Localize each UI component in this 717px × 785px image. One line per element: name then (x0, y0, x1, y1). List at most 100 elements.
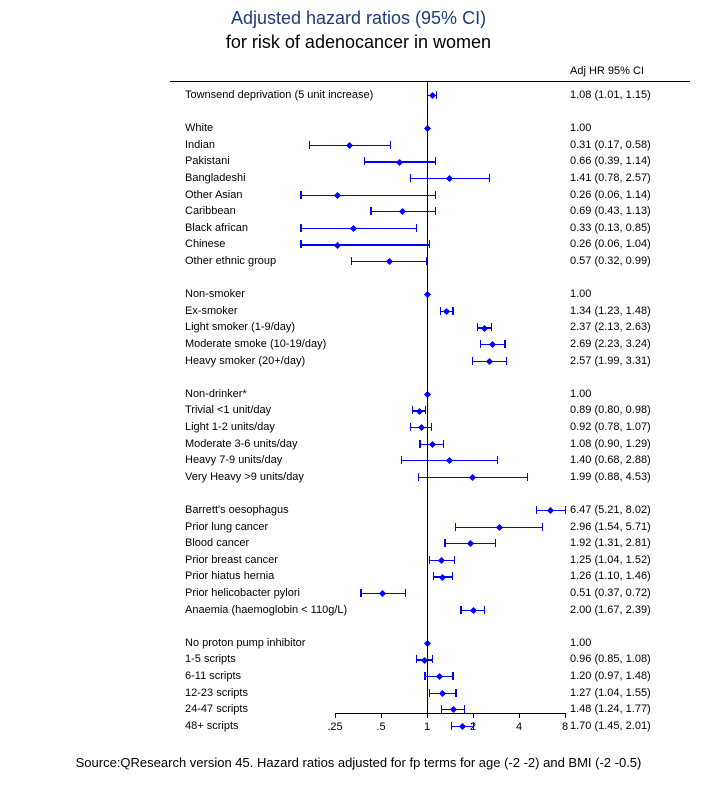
ci-cap (455, 523, 456, 531)
row-value: 2.69 (2.23, 3.24) (570, 338, 651, 350)
ci-cap (491, 323, 492, 331)
row-value: 1.20 (0.97, 1.48) (570, 670, 651, 682)
row-label: Trivial <1 unit/day (185, 404, 271, 416)
ci-cap (489, 174, 490, 182)
row-value: 0.96 (0.85, 1.08) (570, 653, 651, 665)
row-label: Townsend deprivation (5 unit increase) (185, 89, 373, 101)
chart-title-line2: for risk of adenocancer in women (0, 32, 717, 53)
row-value: 1.48 (1.24, 1.77) (570, 703, 651, 715)
ci-cap (424, 672, 425, 680)
row-label: 12-23 scripts (185, 687, 248, 699)
row-value: 1.34 (1.23, 1.48) (570, 305, 651, 317)
hr-marker (439, 573, 446, 580)
row-label: 1-5 scripts (185, 653, 236, 665)
row-label: White (185, 122, 213, 134)
row-label: Moderate smoke (10-19/day) (185, 338, 326, 350)
row-value: 2.96 (1.54, 5.71) (570, 521, 651, 533)
row-value: 0.26 (0.06, 1.14) (570, 189, 651, 201)
ci-cap (435, 157, 436, 165)
ci-cap (419, 440, 420, 448)
hr-marker (446, 457, 453, 464)
row-label: Light smoker (1-9/day) (185, 321, 295, 333)
ci-cap (416, 655, 417, 663)
row-value: 2.57 (1.99, 3.31) (570, 355, 651, 367)
ci-cap (495, 539, 496, 547)
hr-marker (469, 474, 476, 481)
hr-marker (486, 358, 493, 365)
row-label: Caribbean (185, 205, 236, 217)
row-value: 1.00 (570, 288, 591, 300)
ci-cap (429, 240, 430, 248)
row-label: Other Asian (185, 189, 242, 201)
row-label: 24-47 scripts (185, 703, 248, 715)
row-label: Barrett's oesophagus (185, 504, 289, 516)
ci-cap (390, 141, 391, 149)
row-label: Non-drinker* (185, 388, 247, 400)
ci-line (301, 244, 430, 245)
ci-cap (527, 473, 528, 481)
ci-cap (452, 572, 453, 580)
x-tick-label: .25 (327, 721, 342, 733)
row-value: 1.00 (570, 637, 591, 649)
ci-cap (460, 606, 461, 614)
ci-cap (444, 539, 445, 547)
ci-cap (410, 423, 411, 431)
row-label: Other ethnic group (185, 255, 276, 267)
ci-cap (565, 506, 566, 514)
ci-cap (477, 323, 478, 331)
ci-cap (452, 307, 453, 315)
row-value: 0.89 (0.80, 0.98) (570, 404, 651, 416)
row-label: Ex-smoker (185, 305, 238, 317)
row-label: Heavy smoker (20+/day) (185, 355, 305, 367)
x-tick-label: 2 (470, 721, 476, 733)
row-label: Non-smoker (185, 288, 245, 300)
row-value: 6.47 (5.21, 8.02) (570, 504, 651, 516)
row-label: 48+ scripts (185, 720, 239, 732)
ref-line (427, 81, 428, 713)
hr-marker (469, 607, 476, 614)
row-value: 1.41 (0.78, 2.57) (570, 172, 651, 184)
hr-marker (429, 92, 436, 99)
row-label: Chinese (185, 238, 225, 250)
row-value: 0.66 (0.39, 1.14) (570, 155, 651, 167)
ci-cap (441, 705, 442, 713)
ci-cap (432, 655, 433, 663)
row-label: Indian (185, 139, 215, 151)
x-tick (335, 713, 336, 718)
chart-source: Source:QResearch version 45. Hazard rati… (0, 755, 717, 770)
row-label: Light 1-2 units/day (185, 421, 275, 433)
ci-cap (504, 340, 505, 348)
row-label: Anaemia (haemoglobin < 110g/L) (185, 604, 347, 616)
ci-cap (401, 456, 402, 464)
ci-cap (536, 506, 537, 514)
row-label: Bangladeshi (185, 172, 246, 184)
hr-marker (443, 308, 450, 315)
ci-cap (370, 207, 371, 215)
row-value: 0.31 (0.17, 0.58) (570, 139, 651, 151)
ci-cap (429, 689, 430, 697)
hr-marker (418, 424, 425, 431)
ci-cap (418, 473, 419, 481)
row-label: Black african (185, 222, 248, 234)
hr-marker (334, 241, 341, 248)
ci-line (301, 195, 436, 196)
ci-cap (300, 240, 301, 248)
column-header: Adj HR 95% CI (570, 65, 644, 77)
hr-marker (379, 590, 386, 597)
row-value: 0.92 (0.78, 1.07) (570, 421, 651, 433)
x-tick-label: 8 (562, 721, 568, 733)
row-label: Prior breast cancer (185, 554, 278, 566)
row-label: 6-11 scripts (185, 670, 241, 682)
hr-marker (429, 441, 436, 448)
ci-cap (484, 606, 485, 614)
row-value: 0.51 (0.37, 0.72) (570, 587, 651, 599)
hr-marker (446, 175, 453, 182)
hr-marker (416, 407, 423, 414)
row-label: Prior hiatus hernia (185, 570, 274, 582)
ci-cap (416, 224, 417, 232)
ci-cap (431, 423, 432, 431)
ci-cap (542, 523, 543, 531)
hr-marker (396, 158, 403, 165)
hr-marker (459, 723, 466, 730)
ci-cap (351, 257, 352, 265)
